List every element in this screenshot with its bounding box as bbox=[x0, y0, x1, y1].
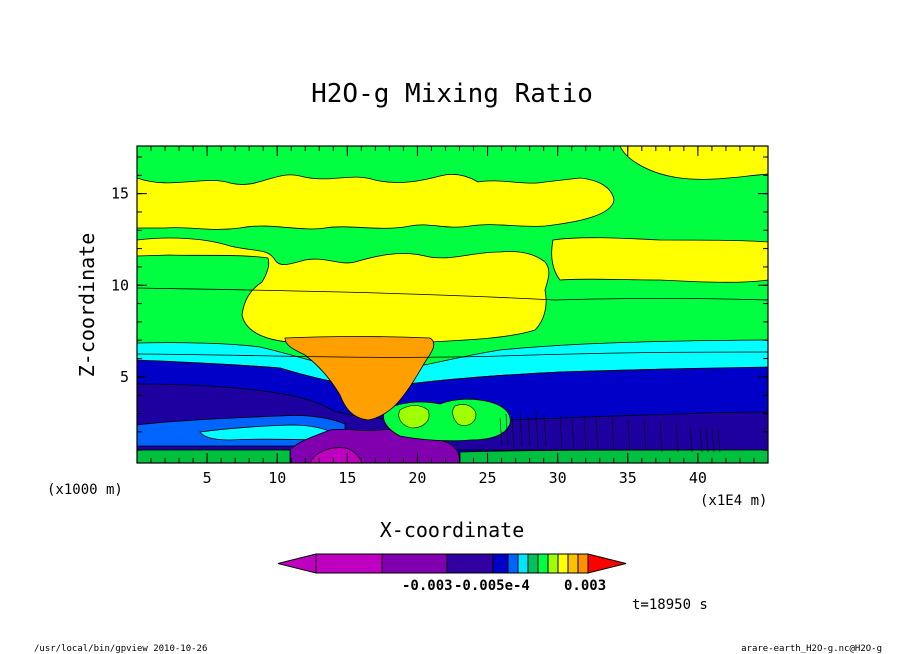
x-scale-label: (x1E4 m) bbox=[700, 493, 767, 509]
colorbar-swatch bbox=[567, 553, 579, 574]
y-tick-label: 10 bbox=[111, 276, 129, 294]
x-tick-label: 30 bbox=[549, 469, 567, 487]
colorbar-swatch bbox=[557, 553, 569, 574]
colorbar-label-max: 0.003 bbox=[564, 578, 606, 594]
contour-plot bbox=[137, 146, 768, 463]
colorbar-swatch bbox=[381, 553, 448, 574]
axes: 5 10 15 20 25 30 35 40 5 10 15 bbox=[111, 146, 768, 487]
upper-yellow-band bbox=[137, 174, 615, 230]
colorbar-label-min: -0.003 bbox=[402, 578, 453, 594]
footer-right: arare-earth_H2O-g.nc@H2O-g bbox=[741, 644, 882, 654]
colorbar-swatch bbox=[492, 553, 509, 574]
time-label: t=18950 s bbox=[632, 597, 708, 613]
x-tick-label: 15 bbox=[338, 469, 356, 487]
colorbar-label-mid: -0.005e-4 bbox=[454, 578, 530, 594]
colorbar-arrow-left bbox=[277, 553, 317, 574]
colorbar-swatch bbox=[577, 553, 589, 574]
y-tick-label: 5 bbox=[120, 368, 129, 386]
colorbar-swatch bbox=[507, 553, 519, 574]
x-unit-label: (x1000 m) bbox=[47, 482, 123, 498]
colorbar-swatch bbox=[527, 553, 539, 574]
footer-left: /usr/local/bin/gpview 2010-10-26 bbox=[34, 644, 207, 654]
colorbar-arrow-right bbox=[587, 553, 627, 574]
contour-band-boundaries bbox=[137, 287, 768, 358]
x-tick-label: 20 bbox=[408, 469, 426, 487]
colorbar-swatch bbox=[517, 553, 529, 574]
x-tick-label: 5 bbox=[203, 469, 212, 487]
x-axis-label: X-coordinate bbox=[380, 518, 525, 542]
x-tick-label: 40 bbox=[689, 469, 707, 487]
y-axis-label: Z-coordinate bbox=[75, 233, 99, 378]
colorbar-swatch bbox=[537, 553, 549, 574]
x-tick-label: 10 bbox=[268, 469, 286, 487]
dark-vertical-striations bbox=[499, 409, 721, 453]
chart-title: H2O-g Mixing Ratio bbox=[311, 79, 593, 109]
colorbar bbox=[277, 553, 627, 574]
magenta-patch bbox=[309, 447, 363, 463]
x-tick-label: 25 bbox=[479, 469, 497, 487]
x-tick-label: 35 bbox=[619, 469, 637, 487]
right-yellow-band bbox=[551, 237, 768, 283]
colorbar-swatch bbox=[547, 553, 559, 574]
top-right-yellow bbox=[619, 146, 768, 180]
colorbar-swatch bbox=[315, 553, 383, 574]
colorbar-swatch bbox=[446, 553, 494, 574]
plot-frame bbox=[136, 145, 769, 464]
y-tick-label: 15 bbox=[111, 185, 129, 203]
yellow-green-cluster bbox=[398, 404, 477, 429]
